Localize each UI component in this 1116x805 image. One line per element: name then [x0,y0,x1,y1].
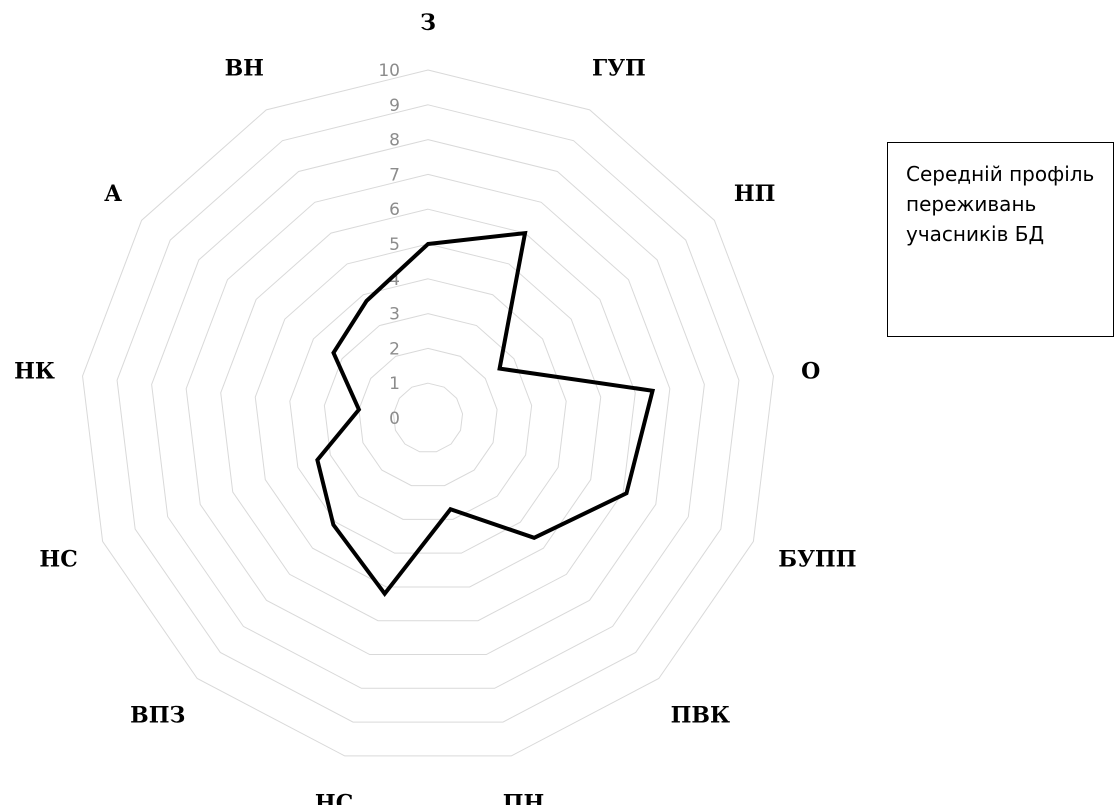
data-point-8 [332,524,334,526]
data-point-2 [499,368,501,370]
data-point-3 [652,390,654,392]
tick-label-5: 5 [389,235,400,255]
category-label-7: НС [315,790,353,805]
category-labels: З ГУП НП О БУПП ПВК ПН НС ВПЗ НС НК А ВН [14,10,856,805]
data-point-7 [384,593,386,595]
legend-series-label: Середній профіль переживань учасників БД [906,162,1095,246]
category-label-1: ГУП [592,55,646,81]
radar-grid [82,69,774,757]
category-label-11: А [104,181,122,207]
category-label-10: НК [14,358,55,384]
data-point-12 [366,300,368,302]
radar-series [315,230,656,598]
series-line-0 [315,230,656,598]
grid-ring-1 [392,382,464,453]
grid-ring-5 [254,243,602,588]
tick-label-4: 4 [389,270,400,290]
tick-label-7: 7 [389,165,400,185]
tick-label-0: 0 [389,409,400,429]
tick-label-1: 1 [389,374,400,394]
category-label-5: ПВК [671,702,730,728]
tick-label-3: 3 [389,305,400,325]
grid-ring-2 [358,347,498,487]
grid-ring-6 [220,208,636,622]
grid-ring-9 [116,104,740,723]
radial-axis-ticks: 0 1 2 3 4 5 6 7 8 9 10 [378,61,400,429]
grid-ring-7 [185,173,671,656]
tick-label-2: 2 [389,339,400,359]
data-point-11 [332,352,334,354]
tick-label-10: 10 [378,61,400,81]
data-point-0 [427,243,429,245]
data-point-6 [449,508,451,510]
data-point-5 [533,537,535,539]
grid-ring-10 [82,69,774,757]
category-label-3: О [801,358,820,384]
tick-label-9: 9 [389,96,400,116]
category-label-0: З [420,10,436,36]
legend: Середній профіль переживань учасників БД [887,142,1114,337]
category-label-8: ВПЗ [130,702,185,728]
data-point-1 [524,232,526,234]
category-label-6: ПН [503,790,545,805]
grid-ring-8 [151,139,705,689]
tick-label-6: 6 [389,200,400,220]
data-point-4 [625,492,627,494]
data-point-9 [316,459,318,461]
tick-label-8: 8 [389,131,400,151]
category-label-4: БУПП [778,546,856,572]
category-label-12: ВН [225,55,264,81]
category-label-2: НП [734,181,776,207]
data-point-10 [358,409,360,411]
grid-ring-4 [289,278,567,554]
category-label-9: НС [39,546,77,572]
